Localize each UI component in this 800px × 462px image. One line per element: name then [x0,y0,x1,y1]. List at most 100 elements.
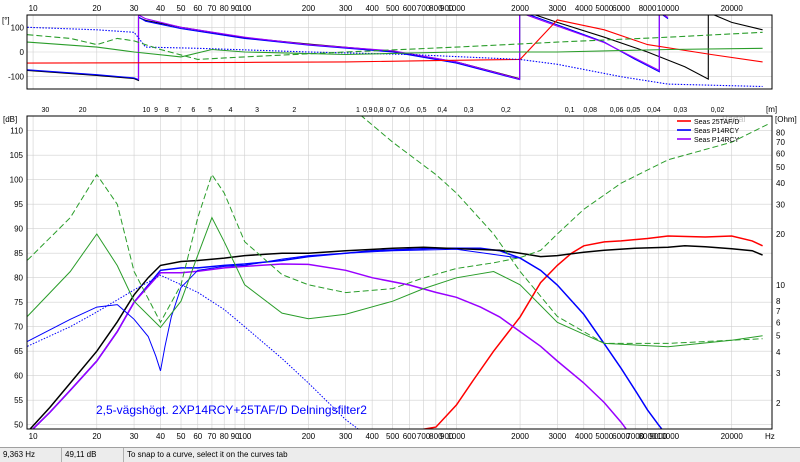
distance-tick-label: 10 [142,107,150,114]
phase-series-line-6 [27,31,763,60]
frequency-tick-label: 400 [365,432,379,441]
ohm-unit-label: [Ohm] [775,115,797,124]
spl-curves [27,116,770,429]
legend-label: Seas P14RCY [694,137,739,144]
phase-x-tick-label: 10000 [657,4,680,13]
ohm-tick-label: 40 [776,179,785,188]
spl-panel[interactable]: 30 20 10 9 8 7 6 5 4 3 2 1 0,9 0,8 0,7 0,6 0,5 0,4 0,3 0,2 0… [3,65,797,441]
ohm-tick-label: 20 [776,230,785,239]
distance-tick-label: 0,6 [400,107,410,114]
phase-x-tick-label: 4000 [575,4,593,13]
db-tick-label: 60 [14,372,23,381]
phase-x-tick-label: 600 [403,4,417,13]
db-tick-label: 55 [14,396,23,405]
distance-tick-label: 0,04 [647,107,661,114]
db-tick-label: 95 [14,200,23,209]
phase-x-tick-label: 100 [238,4,252,13]
distance-tick-label: 6 [191,107,195,114]
ohm-tick-label: 60 [776,149,785,158]
distance-unit-label: [m] [766,105,777,114]
phase-unit-label: [°] [2,16,10,25]
frequency-tick-label: 10000 [657,432,680,441]
frequency-tick-label: 10 [29,432,38,441]
distance-tick-label: 0,7 [386,107,396,114]
distance-tick-label: 0,05 [627,107,641,114]
ohm-tick-label: 7 [776,307,781,316]
db-tick-label: 110 [10,127,23,136]
ohm-tick-label: 3 [776,369,781,378]
phase-x-tick-label: 80 [220,4,229,13]
phase-x-tick-label: 800 [429,4,443,13]
distance-tick-label: 4 [229,107,233,114]
phase-x-tick-label: 5000 [595,4,613,13]
db-tick-label: 65 [14,347,23,356]
ohm-tick-label: 30 [776,200,785,209]
distance-tick-label: 2 [292,107,296,114]
distance-tick-label: 0,1 [565,107,575,114]
distance-tick-label: 3 [255,107,259,114]
ohm-tick-label: 8 [776,297,781,306]
phase-x-tick-label: 200 [302,4,316,13]
frequency-tick-label: 9000 [649,432,667,441]
spl-series-line-6 [27,274,360,429]
phase-series-line-7 [27,41,763,58]
frequency-tick-label: 5000 [595,432,613,441]
frequency-tick-label: 600 [403,432,417,441]
distance-tick-label: 0,08 [583,107,597,114]
frequency-tick-label: 200 [302,432,316,441]
distance-tick-label: 7 [177,107,181,114]
phase-x-tick-label: 8000 [639,4,657,13]
phase-curves [27,15,763,88]
phase-plot-frame [26,14,773,90]
phase-x-tick-label: 400 [365,4,379,13]
frequency-tick-label: 80 [220,432,229,441]
distance-tick-label: 0,5 [417,107,427,114]
distance-tick-label: 0,06 [610,107,624,114]
frequency-tick-label: 20000 [721,432,744,441]
legend-label: Seas 25TAF/D [694,119,739,126]
frequency-tick-label: 60 [193,432,202,441]
phase-x-tick-label: 900 [440,4,454,13]
phase-x-tick-label: 300 [339,4,353,13]
status-bar: 9,363 Hz 49,11 dB To snap to a curve, se… [0,447,800,462]
phase-x-tick-label: 700 [417,4,431,13]
db-tick-label: 50 [14,421,23,430]
frequency-tick-label: 2000 [511,432,529,441]
distance-tick-labels: 30 20 10 9 8 7 6 5 4 3 2 1 0,9 0,8 0,7 0,6 0,5 0,4 0,3 0,2 0… [41,107,724,114]
frequency-tick-label: 8000 [639,432,657,441]
frequency-tick-label: 700 [417,432,431,441]
frequency-tick-label: 300 [339,432,353,441]
distance-tick-label: 0,02 [711,107,725,114]
legend-label: Seas P14RCY [694,128,739,135]
phase-x-tick-label: 60 [193,4,202,13]
phase-x-tick-label: 10 [29,4,38,13]
frequency-tick-label: 900 [440,432,454,441]
frequency-tick-label: 3000 [548,432,566,441]
frequency-tick-label: 30 [130,432,139,441]
ohm-tick-label: 4 [776,348,781,357]
db-tick-label: 90 [14,225,23,234]
status-level: 49,11 dB [62,448,124,462]
distance-tick-label: 8 [165,107,169,114]
frequency-tick-label: 4000 [575,432,593,441]
distance-tick-label: 9 [154,107,158,114]
db-tick-label: 85 [14,249,23,258]
frequency-tick-label: 70 [207,432,216,441]
phase-x-tick-label: 6000 [612,4,630,13]
phase-x-tick-label: 90 [231,4,240,13]
ohm-tick-label: 10 [776,281,785,290]
distance-tick-label: 0,4 [437,107,447,114]
hz-unit-label: Hz [765,432,775,441]
phase-x-tick-label: 40 [156,4,165,13]
legend: Seas 25TAF/D Seas P14RCY Seas P14RCY [677,119,739,144]
watermark: Bartal [722,114,746,124]
phase-x-tick-label: 30 [130,4,139,13]
db-tick-label: 75 [14,298,23,307]
frequency-tick-label: 800 [429,432,443,441]
phase-x-tick-label: 3000 [548,4,566,13]
phase-x-tick-label: 70 [207,4,216,13]
